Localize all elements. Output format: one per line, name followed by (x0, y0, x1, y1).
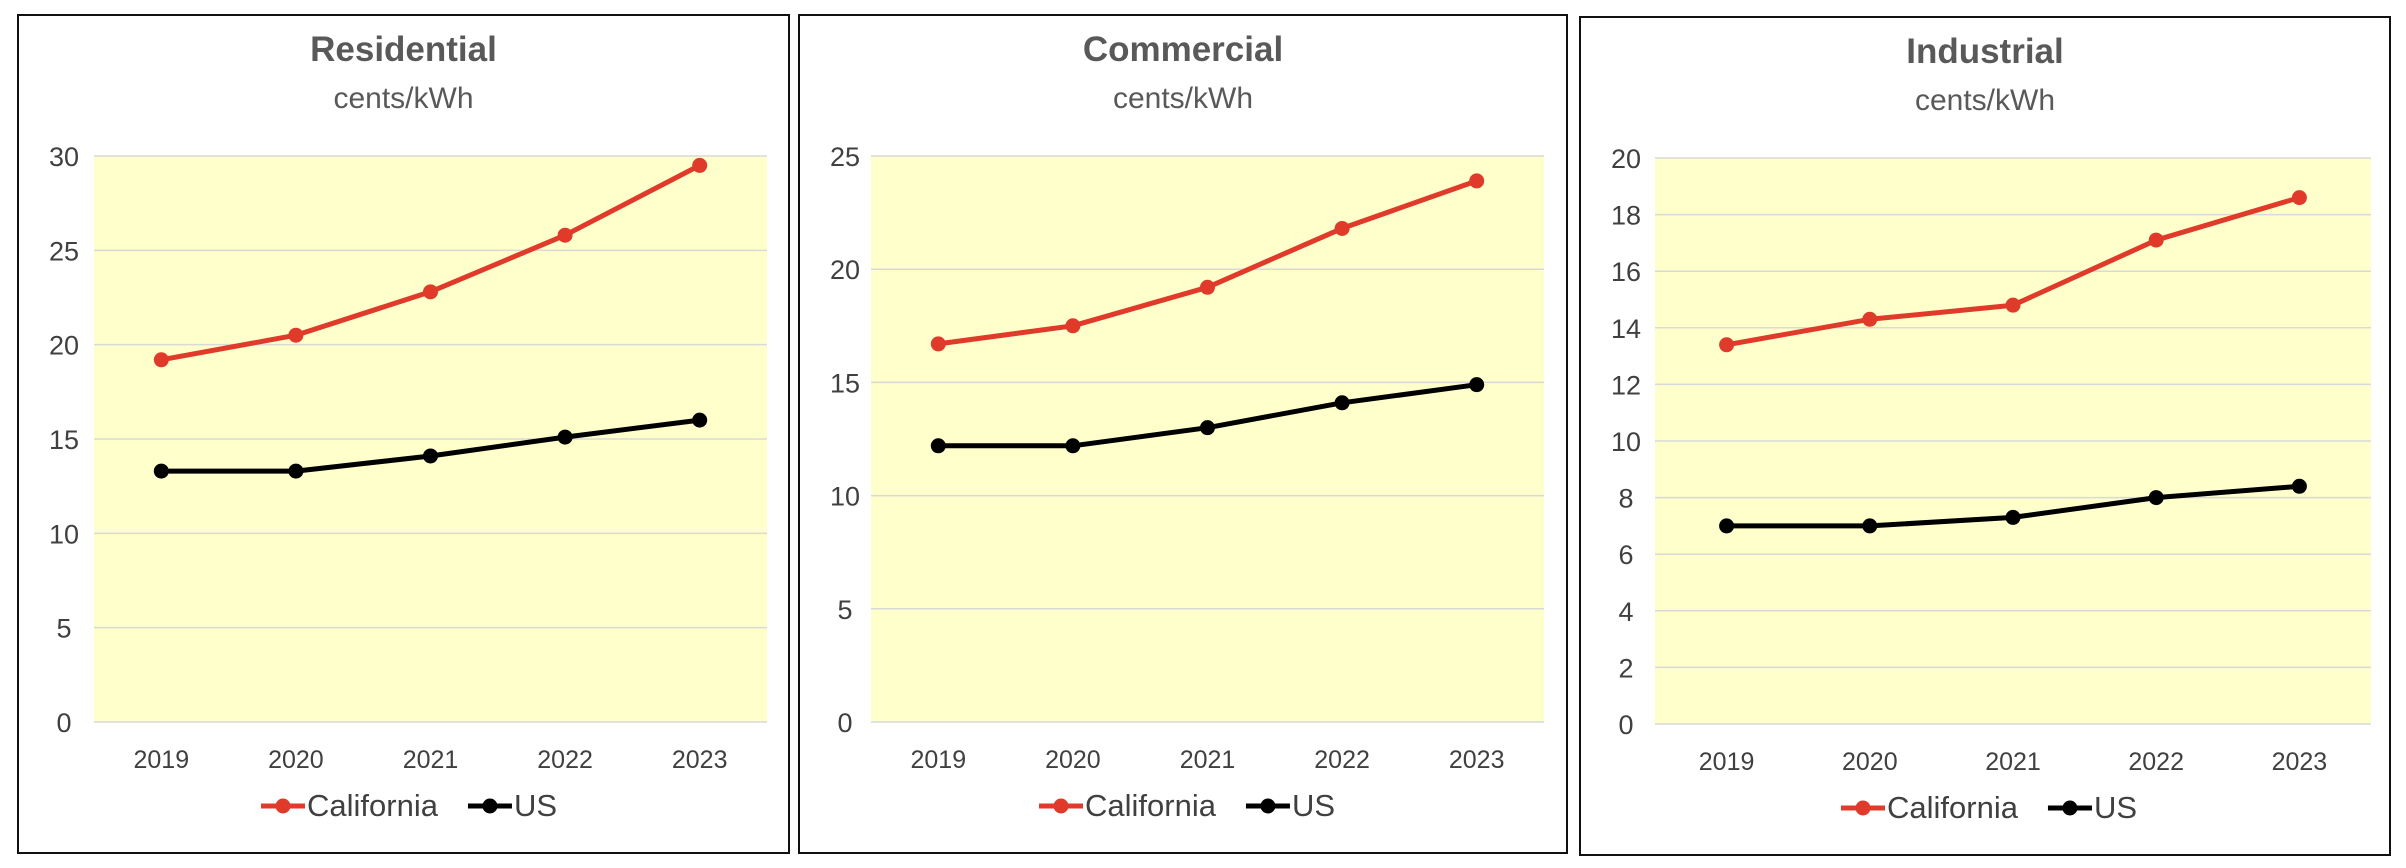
chart-title: Residential (310, 30, 497, 69)
x-tick-label: 2020 (1842, 748, 1898, 776)
plot-area (871, 156, 1544, 722)
y-tick-label: 20 (49, 331, 79, 361)
x-tick-label: 2019 (1699, 748, 1755, 776)
data-point-california (1719, 337, 1735, 353)
y-tick-label: 6 (1618, 540, 1633, 570)
legend-label-us: US (1292, 788, 1335, 823)
y-tick-label: 25 (49, 236, 79, 266)
data-point-us (153, 463, 169, 479)
legend-marker-california (275, 798, 291, 814)
y-tick-label: 10 (1611, 427, 1641, 457)
y-tick-label: 15 (49, 425, 79, 455)
data-point-california (2148, 232, 2164, 248)
x-tick-label: 2022 (1314, 746, 1370, 774)
legend-marker-us (2062, 800, 2078, 816)
chart-commercial: Commercial cents/kWh 0 5 10 15 20 25 2019 2020 202… (830, 30, 1544, 823)
data-point-us (557, 429, 573, 445)
legend-marker-us (1260, 798, 1276, 814)
y-tick-label: 10 (49, 519, 79, 549)
y-tick-label: 18 (1611, 201, 1641, 231)
data-point-us (1469, 377, 1485, 393)
x-tick-label: 2022 (2128, 748, 2184, 776)
data-point-california (692, 157, 708, 173)
legend-label-us: US (514, 788, 557, 823)
data-point-california (1200, 279, 1215, 295)
data-point-us (2291, 478, 2307, 494)
data-point-california (1469, 173, 1485, 189)
y-tick-label: 2 (1618, 653, 1633, 683)
x-tick-label: 2020 (1045, 746, 1101, 774)
data-point-california (1065, 318, 1081, 334)
data-point-us (1862, 518, 1878, 534)
y-tick-label: 0 (56, 708, 71, 738)
x-tick-label: 2023 (1449, 746, 1505, 774)
data-point-california (153, 352, 169, 368)
x-tick-label: 2020 (268, 746, 324, 774)
y-tick-label: 16 (1611, 257, 1641, 287)
data-point-california (557, 227, 573, 243)
data-point-us (692, 412, 708, 428)
data-point-california (423, 284, 438, 300)
data-point-california (2005, 297, 2021, 313)
y-tick-label: 14 (1611, 314, 1641, 344)
chart-panel-industrial: Industrial cents/kWh 0 2 4 6 8 10 12 14 16 18 20 2019… (1579, 16, 2391, 856)
legend-marker-california (1855, 800, 1871, 816)
data-point-california (288, 327, 304, 343)
legend-marker-us (482, 798, 498, 814)
y-tick-label: 20 (1611, 144, 1641, 174)
legend-marker-california (1053, 798, 1069, 814)
data-point-us (288, 463, 304, 479)
data-point-california (1862, 311, 1878, 327)
y-tick-label: 4 (1618, 597, 1633, 627)
data-point-california (2291, 190, 2307, 206)
legend-label-california: California (1887, 790, 2019, 825)
legend-label-california: California (1085, 788, 1217, 823)
data-point-california (930, 336, 946, 352)
x-tick-label: 2021 (1985, 748, 2041, 776)
x-tick-label: 2022 (537, 746, 593, 774)
y-tick-label: 5 (837, 595, 852, 625)
data-point-us (423, 448, 438, 464)
y-tick-label: 8 (1618, 484, 1633, 514)
x-tick-label: 2021 (1180, 746, 1236, 774)
y-tick-label: 0 (1618, 710, 1633, 740)
chart-title: Commercial (1083, 30, 1283, 69)
x-tick-label: 2021 (403, 746, 459, 774)
y-tick-label: 15 (830, 368, 860, 398)
data-point-us (930, 438, 946, 454)
legend-label-us: US (2094, 790, 2137, 825)
x-tick-label: 2019 (133, 746, 189, 774)
data-point-us (1065, 438, 1081, 454)
chart-subtitle: cents/kWh (1113, 82, 1253, 115)
data-point-us (2005, 509, 2021, 525)
data-point-us (2148, 490, 2164, 506)
x-tick-label: 2023 (2272, 748, 2328, 776)
y-tick-label: 10 (830, 482, 860, 512)
chart-residential: Residential cents/kWh 0 5 10 15 20 25 30 2019 2020… (49, 30, 767, 823)
chart-panel-commercial: Commercial cents/kWh 0 5 10 15 20 25 2019 2020 202… (798, 14, 1568, 854)
chart-subtitle: cents/kWh (333, 82, 473, 115)
x-tick-label: 2019 (910, 746, 966, 774)
data-point-us (1334, 395, 1350, 411)
data-point-us (1200, 420, 1215, 436)
y-tick-label: 30 (49, 142, 79, 172)
chart-title: Industrial (1906, 32, 2064, 71)
chart-industrial: Industrial cents/kWh 0 2 4 6 8 10 12 14 16 18 20 2019… (1611, 32, 2371, 825)
y-tick-label: 0 (837, 708, 852, 738)
legend-label-california: California (307, 788, 439, 823)
y-tick-label: 25 (830, 142, 860, 172)
chart-subtitle: cents/kWh (1915, 84, 2055, 117)
y-tick-label: 5 (56, 614, 71, 644)
x-tick-label: 2023 (672, 746, 728, 774)
y-tick-label: 12 (1611, 370, 1641, 400)
y-tick-label: 20 (830, 255, 860, 285)
chart-panel-residential: Residential cents/kWh 0 5 10 15 20 25 30 2019 2020… (17, 14, 790, 854)
data-point-us (1719, 518, 1735, 534)
data-point-california (1334, 220, 1350, 236)
